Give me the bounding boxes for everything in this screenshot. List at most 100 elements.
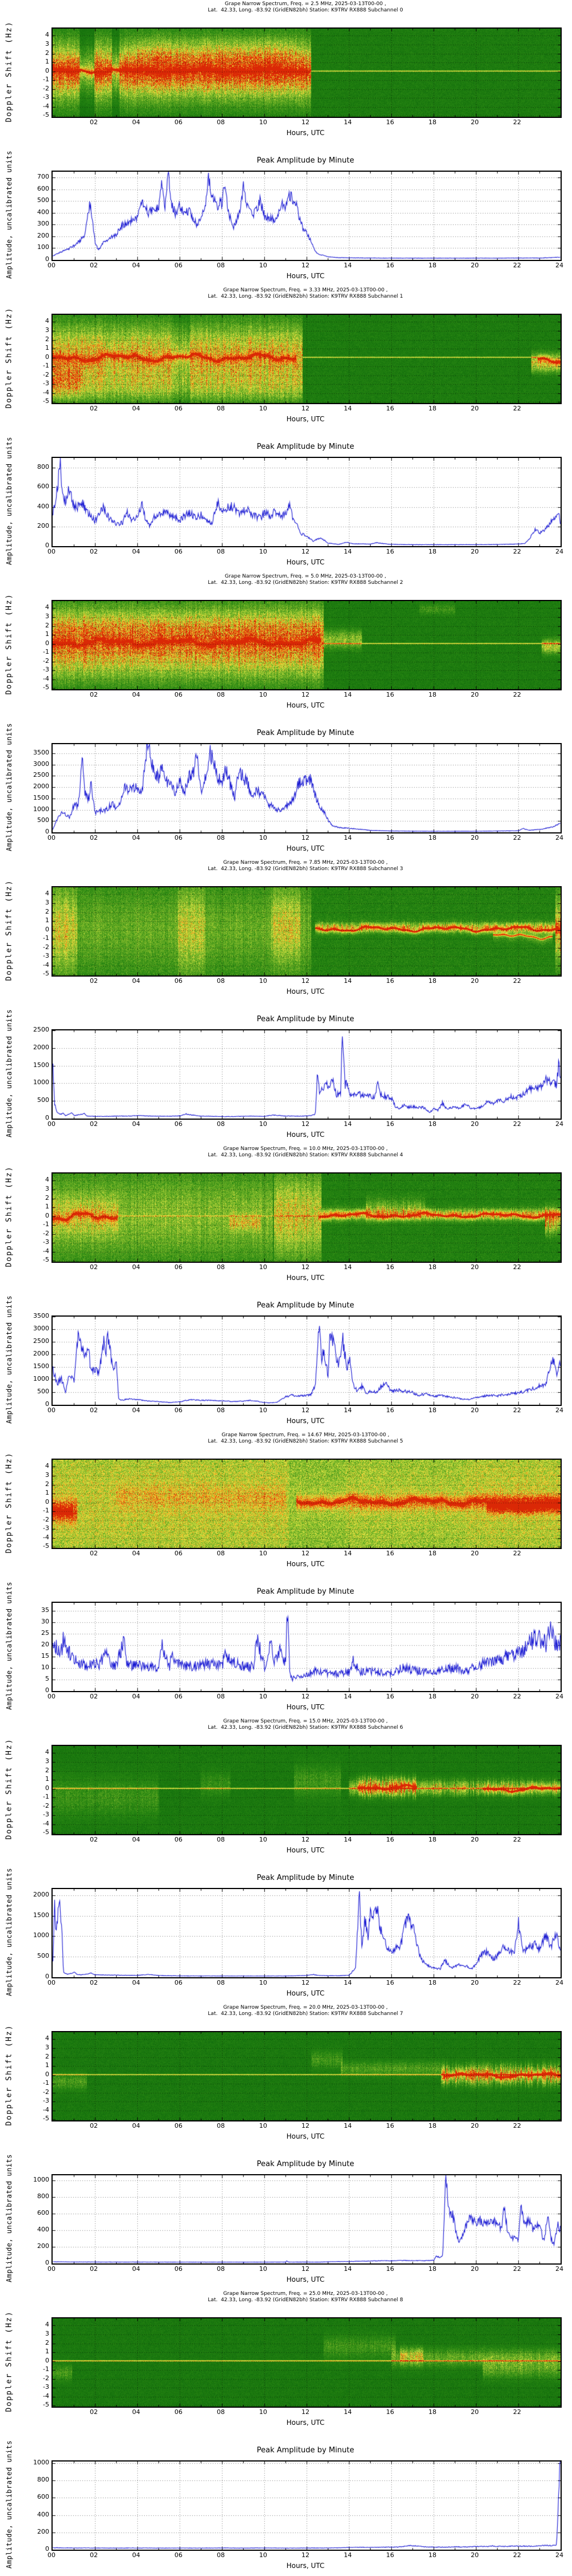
x-tick-label: 04: [132, 118, 140, 126]
y-tick-label: -2: [43, 1801, 49, 1809]
x-tick-label: 10: [259, 2122, 267, 2129]
x-tick-label: 22: [513, 405, 521, 412]
x-tick-label: 24: [555, 548, 563, 555]
chart-title-line2: Lat. 42.33, Long. -83.92 (GridEN82bh) St…: [208, 1725, 403, 1730]
chart-title-line2: Lat. 42.33, Long. -83.92 (GridEN82bh) St…: [208, 580, 403, 586]
x-axis-label: Hours, UTC: [286, 1846, 325, 1854]
x-tick-label: 06: [174, 977, 182, 985]
x-tick-label: 04: [132, 1263, 140, 1271]
x-tick-label: 16: [386, 2551, 394, 2559]
x-tick-label: 00: [47, 1693, 55, 1700]
x-tick-label: 06: [174, 1693, 182, 1700]
x-tick-label: 16: [386, 262, 394, 269]
x-tick-label: 16: [386, 834, 394, 841]
x-tick-label: 22: [513, 1693, 521, 1700]
y-axis-label: Amplitude, uncalibrated units: [5, 722, 13, 852]
y-tick-label: 3: [45, 2044, 49, 2051]
x-tick-label: 04: [132, 2551, 140, 2559]
x-tick-label: 02: [90, 262, 98, 269]
y-tick-label: -4: [43, 388, 49, 396]
x-axis-label: Hours, UTC: [286, 844, 325, 852]
x-tick-label: 20: [471, 262, 479, 269]
y-axis-label: Amplitude, uncalibrated units: [5, 150, 13, 279]
x-tick-label: 18: [428, 2265, 436, 2273]
x-tick-label: 04: [132, 2265, 140, 2273]
x-tick-label: 04: [132, 834, 140, 841]
y-tick-label: 1500: [33, 793, 49, 801]
plot-area: [51, 1459, 562, 1549]
x-axis-label: Hours, UTC: [286, 129, 325, 137]
y-tick-label: 0: [45, 1498, 49, 1506]
plot-area: [51, 2317, 562, 2408]
y-tick-label: 0: [45, 1973, 49, 1980]
x-axis-label: Hours, UTC: [286, 2419, 325, 2427]
y-tick-label: 4: [45, 890, 49, 898]
x-tick-label: 10: [259, 1406, 267, 1414]
y-tick-label: 25: [41, 1629, 49, 1637]
y-tick-label: 2: [45, 1766, 49, 1774]
x-tick-label: 18: [428, 1979, 436, 1986]
chart-title-line2: Lat. 42.33, Long. -83.92 (GridEN82bh) St…: [208, 294, 403, 299]
chart-title-line1: Grape Narrow Spectrum, Freq. = 2.5 MHz, …: [225, 1, 386, 7]
y-tick-label: 0: [45, 2070, 49, 2078]
x-tick-label: 02: [90, 1120, 98, 1128]
y-tick-label: -2: [43, 1515, 49, 1523]
y-tick-label: 2: [45, 2338, 49, 2346]
x-tick-label: 14: [344, 118, 352, 126]
x-tick-label: 14: [344, 262, 352, 269]
x-tick-label: 12: [301, 1979, 309, 1986]
y-tick-label: -2: [43, 2088, 49, 2096]
x-tick-label: 20: [471, 1263, 479, 1271]
y-tick-label: 5: [45, 1675, 49, 1682]
spectrogram-panel: Grape Narrow Spectrum, Freq. = 25.0 MHz,…: [0, 2290, 572, 2433]
x-tick-label: 10: [259, 1693, 267, 1700]
x-tick-label: 02: [90, 1979, 98, 1986]
x-tick-label: 24: [555, 1406, 563, 1414]
x-tick-label: 22: [513, 1836, 521, 1843]
x-tick-label: 12: [301, 834, 309, 841]
y-tick-label: 2: [45, 49, 49, 57]
x-tick-label: 08: [217, 2122, 225, 2129]
x-tick-label: 22: [513, 1550, 521, 1557]
x-tick-label: 14: [344, 1979, 352, 1986]
spectrogram-panel: Grape Narrow Spectrum, Freq. = 20.0 MHz,…: [0, 2004, 572, 2147]
x-tick-label: 20: [471, 2265, 479, 2273]
x-tick-label: 06: [174, 1550, 182, 1557]
line-chart-canvas: [53, 2175, 561, 2263]
chart-title: Grape Narrow Spectrum, Freq. = 3.33 MHz,…: [51, 287, 559, 300]
x-tick-label: 18: [428, 118, 436, 126]
y-tick-label: -1: [43, 1220, 49, 1228]
y-tick-label: 400: [37, 2225, 49, 2233]
y-tick-label: 2: [45, 1480, 49, 1488]
x-tick-label: 12: [301, 1406, 309, 1414]
y-tick-label: -3: [43, 1524, 49, 1532]
x-tick-label: 08: [217, 405, 225, 412]
y-tick-label: 4: [45, 603, 49, 611]
y-tick-label: 0: [45, 2259, 49, 2266]
y-tick-label: -1: [43, 1793, 49, 1801]
x-tick-label: 04: [132, 1693, 140, 1700]
x-tick-label: 14: [344, 977, 352, 985]
x-tick-label: 06: [174, 405, 182, 412]
x-tick-label: 22: [513, 2122, 521, 2129]
y-tick-label: 3: [45, 1757, 49, 1765]
x-tick-label: 20: [471, 2122, 479, 2129]
spectrogram-panel: Grape Narrow Spectrum, Freq. = 5.0 MHz, …: [0, 572, 572, 716]
y-axis-label: Doppler Shift (Hz): [5, 307, 14, 409]
x-tick-label: 02: [90, 1693, 98, 1700]
x-axis-label: Hours, UTC: [286, 1560, 325, 1568]
x-tick-label: 16: [386, 1550, 394, 1557]
x-tick-label: 12: [301, 1120, 309, 1128]
line-chart-panel: Peak Amplitude by Minute Amplitude, uncal…: [0, 1574, 572, 1717]
y-tick-label: 1: [45, 2061, 49, 2069]
y-tick-label: 1: [45, 344, 49, 352]
y-axis-label: Doppler Shift (Hz): [5, 879, 14, 981]
y-tick-label: 500: [37, 816, 49, 824]
x-tick-label: 10: [259, 405, 267, 412]
x-tick-label: 06: [174, 2122, 182, 2129]
x-tick-label: 04: [132, 691, 140, 698]
x-tick-label: 02: [90, 2122, 98, 2129]
x-tick-label: 22: [513, 262, 521, 269]
y-axis-label: Doppler Shift (Hz): [5, 2024, 14, 2126]
